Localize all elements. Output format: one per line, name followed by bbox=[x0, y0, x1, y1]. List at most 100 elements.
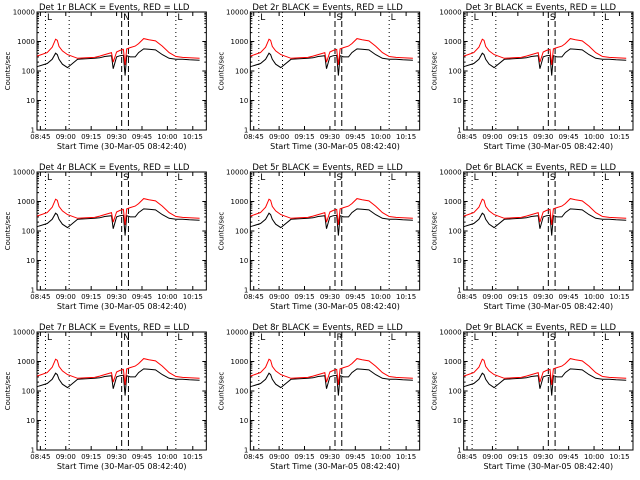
x-tick-label: 09:15 bbox=[81, 293, 101, 301]
x-tick-label: 08:45 bbox=[457, 453, 477, 461]
x-tick-label: 08:45 bbox=[244, 133, 264, 141]
annotation-label: L bbox=[47, 13, 52, 23]
series-line-lld bbox=[36, 198, 200, 226]
x-tick-label: 10:15 bbox=[396, 293, 416, 301]
y-tick-label: 1 bbox=[457, 127, 461, 135]
x-tick-label: 09:00 bbox=[269, 293, 289, 301]
y-axis-label: Counts/sec bbox=[431, 52, 439, 91]
annotation-label: S bbox=[550, 173, 556, 183]
x-tick-label: 09:45 bbox=[345, 453, 365, 461]
y-tick-label: 10000 bbox=[226, 329, 248, 337]
y-tick-label: 1 bbox=[31, 127, 35, 135]
annotation-label: L bbox=[260, 333, 265, 343]
x-tick-label: 10:00 bbox=[584, 133, 604, 141]
annotation-label: L bbox=[177, 333, 182, 343]
series-line-lld bbox=[463, 358, 627, 386]
y-axis-label: Counts/sec bbox=[217, 372, 225, 411]
chart-title: Det 5r BLACK = Events, RED = LLD bbox=[252, 163, 403, 173]
x-tick-label: 09:30 bbox=[533, 453, 553, 461]
x-tick-label: 10:15 bbox=[609, 133, 629, 141]
series-line-events bbox=[36, 48, 200, 76]
series-line-lld bbox=[250, 358, 413, 386]
y-tick-label: 1000 bbox=[231, 358, 249, 366]
y-tick-label: 100 bbox=[235, 388, 248, 396]
x-tick-label: 09:45 bbox=[132, 133, 152, 141]
y-axis-label: Counts/sec bbox=[4, 212, 12, 251]
annotation-label: S bbox=[123, 173, 129, 183]
y-tick-label: 100 bbox=[448, 68, 461, 76]
x-tick-label: 10:00 bbox=[584, 293, 604, 301]
annotation-label: L bbox=[474, 13, 479, 23]
annotation-label: L bbox=[47, 173, 52, 183]
x-tick-label: 09:30 bbox=[106, 453, 126, 461]
x-tick-label: 09:00 bbox=[56, 133, 76, 141]
series-line-events bbox=[250, 368, 413, 396]
x-tick-label: 09:30 bbox=[320, 133, 340, 141]
x-tick-label: 09:15 bbox=[81, 453, 101, 461]
x-axis-label: Start Time (30-Mar-05 08:42:40) bbox=[57, 142, 187, 151]
y-tick-label: 10 bbox=[239, 417, 248, 425]
y-tick-label: 10 bbox=[239, 257, 248, 265]
chart-title: Det 7r BLACK = Events, RED = LLD bbox=[39, 323, 190, 333]
x-tick-label: 09:00 bbox=[269, 453, 289, 461]
detector-panel: Det 3r BLACK = Events, RED = LLD 1 10 100 10… bbox=[431, 3, 634, 151]
x-tick-label: 08:45 bbox=[244, 453, 264, 461]
y-tick-label: 1 bbox=[244, 447, 248, 455]
detector-panel: Det 6r BLACK = Events, RED = LLD 1 10 100 10… bbox=[431, 163, 634, 311]
annotation-label: L bbox=[474, 173, 479, 183]
annotation-label: S bbox=[336, 13, 342, 23]
annotation-label: L bbox=[391, 173, 396, 183]
y-tick-label: 1000 bbox=[444, 38, 462, 46]
y-tick-label: 10000 bbox=[226, 169, 248, 177]
annotation-label: L bbox=[604, 173, 609, 183]
y-tick-label: 1 bbox=[31, 287, 35, 295]
x-tick-label: 09:00 bbox=[482, 133, 502, 141]
x-axis-label: Start Time (30-Mar-05 08:42:40) bbox=[57, 462, 187, 471]
y-tick-label: 10 bbox=[453, 97, 462, 105]
x-tick-label: 10:00 bbox=[157, 133, 177, 141]
x-tick-label: 09:45 bbox=[345, 293, 365, 301]
x-tick-label: 10:15 bbox=[183, 453, 203, 461]
x-tick-label: 09:45 bbox=[345, 133, 365, 141]
x-tick-label: 09:45 bbox=[559, 453, 579, 461]
x-tick-label: 09:45 bbox=[132, 453, 152, 461]
x-tick-label: 10:00 bbox=[371, 453, 391, 461]
detector-panel: Det 7r BLACK = Events, RED = LLD 1 10 100 10… bbox=[4, 323, 207, 471]
y-tick-label: 10000 bbox=[439, 9, 461, 17]
x-tick-label: 10:00 bbox=[157, 453, 177, 461]
x-tick-label: 09:30 bbox=[106, 293, 126, 301]
annotation-label: L bbox=[474, 333, 479, 343]
x-tick-label: 09:15 bbox=[294, 453, 314, 461]
x-axis-label: Start Time (30-Mar-05 08:42:40) bbox=[484, 462, 614, 471]
x-axis-label: Start Time (30-Mar-05 08:42:40) bbox=[57, 302, 187, 311]
annotation-label: L bbox=[604, 333, 609, 343]
detector-panel: Det 5r BLACK = Events, RED = LLD 1 10 100 10… bbox=[217, 163, 421, 311]
annotation-label: L bbox=[604, 13, 609, 23]
y-tick-label: 100 bbox=[235, 68, 248, 76]
detector-panel: Det 9r BLACK = Events, RED = LLD 1 10 100 10… bbox=[431, 323, 634, 471]
series-line-events bbox=[463, 208, 627, 236]
series-line-events bbox=[463, 48, 627, 76]
x-tick-label: 10:15 bbox=[396, 453, 416, 461]
y-tick-label: 1000 bbox=[17, 198, 35, 206]
y-tick-label: 1000 bbox=[231, 38, 249, 46]
series-line-events bbox=[463, 368, 627, 396]
y-tick-label: 10000 bbox=[13, 329, 35, 337]
detector-panel: Det 4r BLACK = Events, RED = LLD 1 10 100 10… bbox=[4, 163, 207, 311]
x-tick-label: 10:15 bbox=[183, 293, 203, 301]
x-tick-label: 09:15 bbox=[294, 133, 314, 141]
x-tick-label: 08:45 bbox=[244, 293, 264, 301]
series-line-events bbox=[250, 48, 413, 76]
y-axis-label: Counts/sec bbox=[217, 212, 225, 251]
detector-panel: Det 2r BLACK = Events, RED = LLD 1 10 100 10… bbox=[217, 3, 421, 151]
annotation-label: L bbox=[260, 173, 265, 183]
y-tick-label: 10000 bbox=[226, 9, 248, 17]
series-line-lld bbox=[250, 38, 413, 66]
annotation-label: N bbox=[123, 13, 130, 23]
annotation-label: N bbox=[123, 333, 130, 343]
y-tick-label: 10000 bbox=[439, 169, 461, 177]
chart-title: Det 9r BLACK = Events, RED = LLD bbox=[466, 323, 617, 333]
y-tick-label: 1 bbox=[31, 447, 35, 455]
chart-title: Det 4r BLACK = Events, RED = LLD bbox=[39, 163, 190, 173]
x-tick-label: 10:15 bbox=[396, 133, 416, 141]
